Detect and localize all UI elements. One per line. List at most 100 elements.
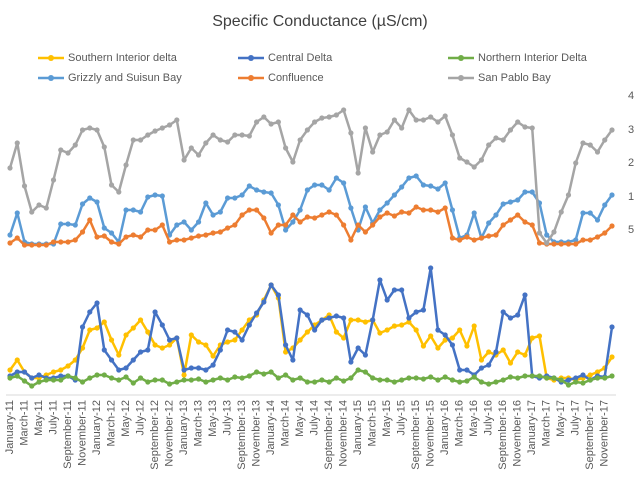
data-point	[297, 307, 303, 313]
data-point	[326, 114, 332, 120]
data-point	[188, 332, 194, 338]
data-point	[348, 205, 354, 211]
legend-label: Northern Interior Delta	[478, 52, 588, 64]
data-point	[406, 175, 412, 181]
legend-marker	[48, 55, 54, 61]
data-point	[304, 187, 310, 193]
data-point	[594, 369, 601, 375]
legend-marker	[248, 55, 254, 61]
data-point	[333, 112, 339, 118]
x-tick-label: May-15	[381, 400, 393, 437]
data-point	[391, 213, 398, 219]
x-tick-label: November-14	[338, 400, 350, 467]
data-point	[464, 367, 470, 373]
y-tick-label: 4	[628, 90, 634, 102]
data-point	[406, 107, 412, 113]
data-point	[261, 371, 267, 377]
data-point	[108, 375, 115, 381]
data-point	[399, 209, 405, 215]
data-point	[283, 145, 289, 151]
data-point	[435, 186, 441, 192]
data-point	[428, 374, 434, 380]
data-point	[239, 192, 245, 198]
data-point	[283, 342, 289, 348]
data-point	[580, 237, 586, 243]
data-point	[137, 209, 144, 215]
x-tick-label: November-11	[76, 400, 88, 466]
data-point	[152, 192, 158, 198]
data-point	[210, 132, 216, 138]
data-point	[58, 147, 64, 153]
data-point	[210, 212, 216, 218]
data-point	[283, 349, 289, 355]
data-point	[58, 377, 64, 383]
legend-label: Confluence	[268, 72, 324, 84]
data-point	[130, 207, 136, 213]
data-point	[413, 309, 419, 315]
x-tick-label: March-17	[541, 400, 553, 446]
data-point	[609, 223, 615, 229]
data-point	[471, 237, 477, 243]
data-point	[101, 233, 107, 239]
data-point	[544, 240, 550, 246]
data-point	[72, 222, 78, 228]
data-point	[333, 375, 339, 381]
data-point	[275, 222, 281, 228]
data-point	[558, 377, 564, 383]
data-point	[413, 327, 419, 333]
y-tick-label: 2	[628, 157, 634, 169]
data-point	[254, 187, 260, 193]
data-point	[515, 212, 521, 218]
data-point	[217, 347, 223, 353]
data-point	[137, 317, 144, 323]
data-point	[312, 215, 318, 221]
data-point	[246, 183, 252, 189]
x-tick-label: September-17	[584, 400, 596, 470]
data-point	[486, 349, 492, 355]
data-point	[384, 210, 390, 216]
data-point	[493, 349, 499, 355]
x-tick-label: May-16	[468, 400, 480, 437]
data-point	[224, 139, 231, 145]
data-point	[290, 159, 296, 165]
data-point	[283, 372, 289, 378]
data-point	[602, 375, 608, 381]
data-point	[43, 377, 49, 383]
data-point	[602, 202, 608, 208]
series-line	[9, 266, 614, 384]
data-point	[79, 379, 86, 385]
data-point	[159, 322, 165, 328]
data-point	[471, 164, 477, 170]
data-point	[587, 372, 593, 378]
data-point	[188, 145, 194, 151]
data-point	[457, 155, 463, 161]
data-point	[159, 193, 165, 199]
data-point	[348, 130, 354, 136]
data-point	[116, 367, 122, 373]
data-point	[399, 287, 405, 293]
data-point	[232, 195, 238, 201]
data-point	[420, 343, 427, 349]
x-tick-label: July-12	[134, 400, 146, 435]
data-point	[587, 142, 593, 148]
data-point	[420, 307, 427, 313]
data-point	[370, 375, 376, 381]
data-point	[181, 372, 187, 378]
data-point	[174, 222, 180, 228]
data-point	[333, 212, 339, 218]
data-point	[565, 192, 572, 198]
data-point	[515, 119, 521, 125]
data-point	[65, 363, 71, 369]
data-point	[261, 114, 267, 120]
data-point	[362, 352, 368, 358]
data-point	[362, 229, 368, 235]
data-point	[94, 372, 100, 378]
data-point	[594, 234, 601, 240]
data-point	[239, 375, 245, 381]
data-point	[130, 357, 136, 363]
data-point	[493, 379, 499, 385]
data-point	[116, 189, 122, 195]
data-point	[384, 129, 390, 135]
data-point	[232, 222, 238, 228]
x-tick-label: July-16	[483, 400, 495, 435]
